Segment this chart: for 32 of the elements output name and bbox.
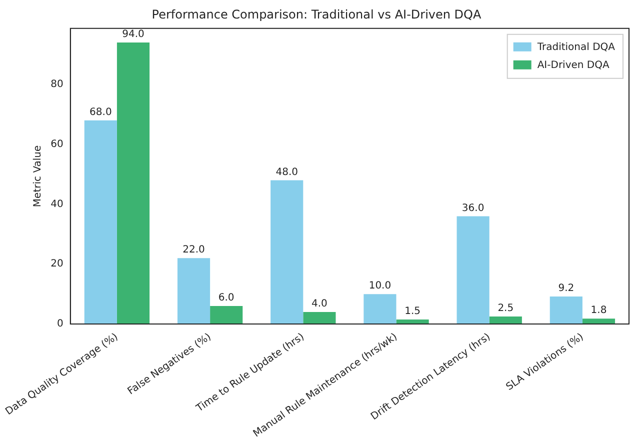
bar [177, 258, 210, 324]
bar [116, 42, 150, 324]
y-tick-label: 60 [50, 138, 64, 150]
bar [582, 318, 616, 324]
bar [303, 312, 336, 324]
bar [210, 306, 243, 324]
bar [550, 296, 582, 324]
data-label: 9.2 [558, 283, 574, 294]
data-label: 36.0 [462, 202, 484, 214]
y-tick-label: 20 [50, 258, 64, 270]
data-label: 4.0 [311, 298, 328, 310]
bar [84, 120, 117, 324]
data-label: 94.0 [122, 29, 144, 40]
data-label: 68.0 [90, 106, 112, 118]
bar [456, 216, 490, 324]
legend-label: AI-Driven DQA [537, 60, 610, 71]
y-tick-label: 80 [50, 79, 64, 90]
y-tick-label: 40 [50, 198, 64, 210]
chart-title: Performance Comparison: Traditional vs AI-Driven DQA [152, 7, 482, 22]
bar [270, 180, 304, 324]
bar [364, 294, 396, 324]
bar [489, 316, 522, 324]
data-label: 10.0 [368, 280, 392, 292]
data-label: 1.8 [590, 305, 607, 316]
data-label: 1.5 [404, 306, 420, 318]
data-label: 2.5 [498, 303, 514, 314]
data-label: 6.0 [218, 292, 234, 304]
data-label: 22.0 [182, 244, 205, 256]
legend-label: Traditional DQA [536, 42, 616, 53]
y-axis-title: Metric Value [32, 145, 44, 208]
y-tick-label: 0 [57, 318, 64, 330]
data-label: 48.0 [276, 166, 298, 178]
